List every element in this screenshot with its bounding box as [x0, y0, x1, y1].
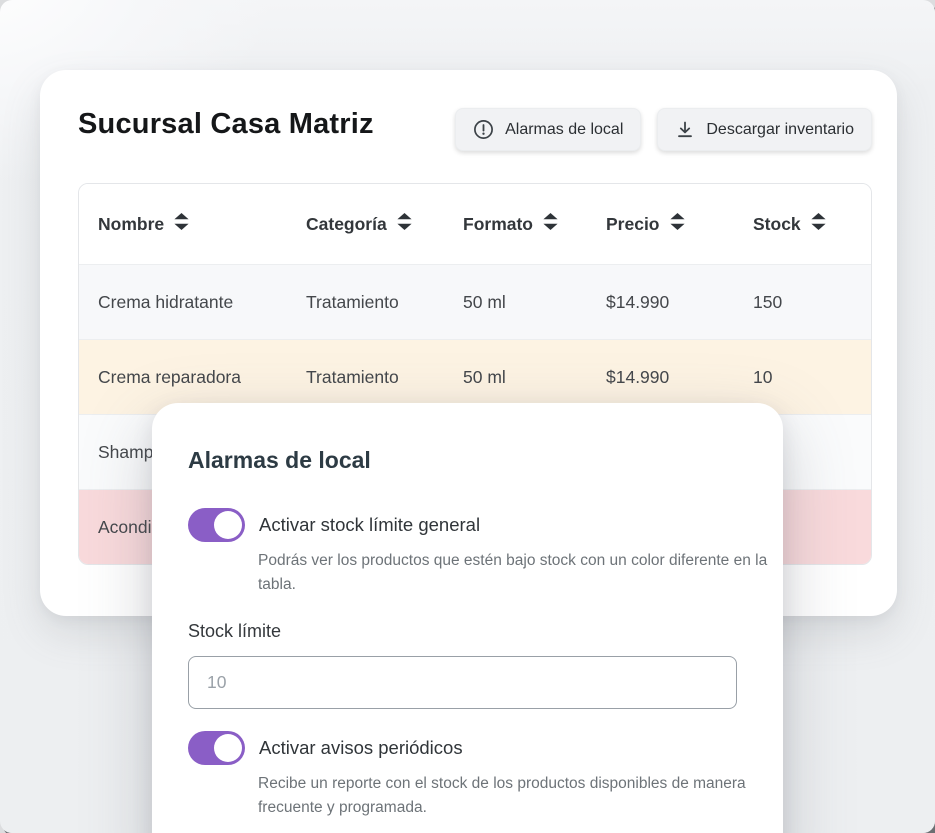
- toggle-knob: [214, 734, 242, 762]
- cell-formato: 50 ml: [463, 291, 506, 312]
- periodic-alerts-toggle-label: Activar avisos periódicos: [259, 737, 463, 758]
- column-header-precio[interactable]: Precio: [587, 213, 734, 235]
- cell-nombre: Crema reparadora: [98, 366, 241, 387]
- cell-stock: 150: [753, 291, 783, 312]
- stock-limit-toggle-row: Activar stock límite general: [188, 508, 480, 542]
- cell-stock: 10: [753, 366, 773, 387]
- download-inventory-button[interactable]: Descargar inventario: [657, 108, 872, 151]
- column-header-categoria[interactable]: Categoría: [287, 213, 444, 235]
- table-header-row: Nombre Categoría Formato: [79, 184, 871, 264]
- download-icon: [675, 119, 695, 140]
- toggle-knob: [214, 511, 242, 539]
- cell-precio: $14.990: [606, 366, 670, 387]
- cell-formato: 50 ml: [463, 366, 506, 387]
- toolbar: Alarmas de local Descargar inventario: [455, 108, 872, 151]
- stock-limit-input[interactable]: [188, 656, 737, 709]
- sort-arrows-icon[interactable]: [811, 213, 826, 235]
- modal-title: Alarmas de local: [188, 447, 371, 473]
- column-header-stock[interactable]: Stock: [734, 213, 871, 235]
- table-row[interactable]: Crema reparadora Tratamiento 50 ml $14.9…: [79, 339, 871, 414]
- cell-nombre: Crema hidratante: [98, 291, 234, 312]
- cell-precio: $14.990: [606, 291, 670, 312]
- local-alarms-modal: Alarmas de local Activar stock límite ge…: [152, 403, 783, 833]
- stock-limit-toggle[interactable]: [188, 508, 245, 542]
- sort-arrows-icon[interactable]: [174, 213, 189, 235]
- download-inventory-button-label: Descargar inventario: [706, 120, 854, 138]
- cell-categoria: Tratamiento: [306, 366, 399, 387]
- column-header-nombre[interactable]: Nombre: [79, 213, 287, 235]
- local-alarms-button[interactable]: Alarmas de local: [455, 108, 642, 151]
- sort-arrows-icon[interactable]: [543, 213, 558, 235]
- stock-limit-field-label: Stock límite: [188, 621, 282, 641]
- alert-circle-icon: [473, 119, 494, 140]
- stock-limit-toggle-label: Activar stock límite general: [259, 514, 481, 535]
- sort-arrows-icon[interactable]: [669, 213, 685, 235]
- periodic-alerts-toggle[interactable]: [188, 731, 245, 765]
- page-title: Sucursal Casa Matriz: [78, 108, 374, 140]
- table-row[interactable]: Crema hidratante Tratamiento 50 ml $14.9…: [79, 264, 871, 339]
- periodic-alerts-toggle-description: Recibe un reporte con el stock de los pr…: [258, 775, 746, 816]
- column-header-formato[interactable]: Formato: [444, 213, 587, 235]
- stock-limit-toggle-description: Podrás ver los productos que estén bajo …: [258, 552, 768, 593]
- periodic-alerts-toggle-row: Activar avisos periódicos: [188, 731, 463, 765]
- local-alarms-button-label: Alarmas de local: [505, 120, 624, 138]
- cell-categoria: Tratamiento: [306, 291, 399, 312]
- sort-arrows-icon[interactable]: [397, 213, 412, 235]
